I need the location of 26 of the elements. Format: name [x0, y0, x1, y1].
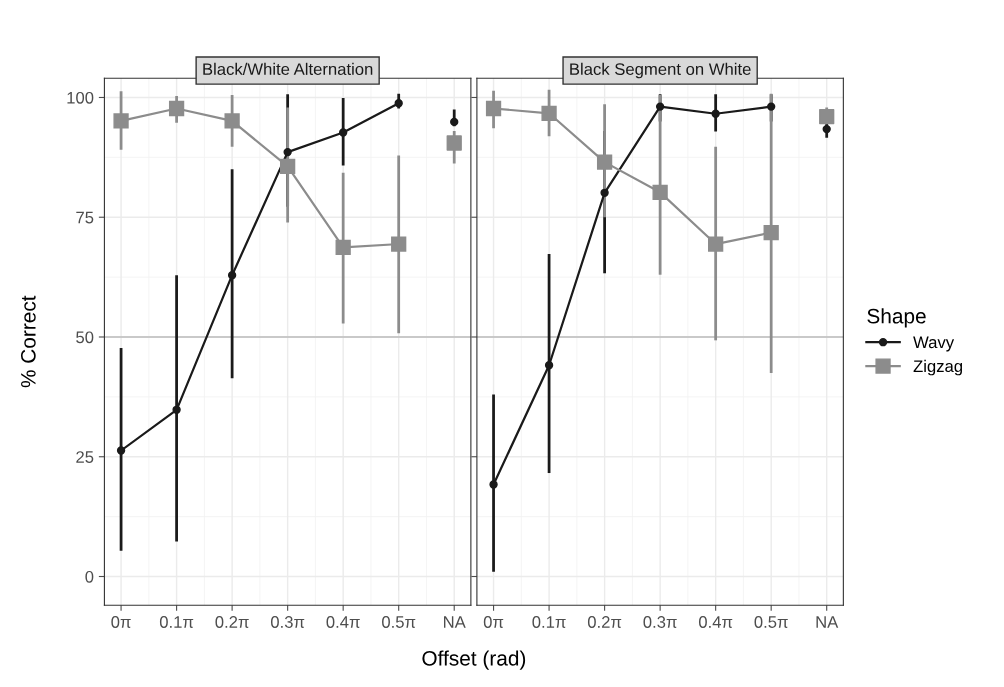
y-tick-label: 25 [76, 451, 94, 463]
chart-title: Black/White Alternation [203, 62, 373, 76]
legend-title: Shape [867, 308, 926, 328]
x-axis-title: Offset (rad) [422, 650, 526, 670]
x-tick-label: 0.3π [643, 616, 677, 628]
y-tick-label: 50 [76, 331, 94, 344]
x-tick-label: 0.4π [326, 616, 360, 628]
y-tick-label: 0 [85, 570, 94, 583]
x-tick-label: 0π [111, 616, 131, 628]
x-tick-label: 0.2π [587, 616, 622, 628]
x-tick-label: 0π [483, 616, 504, 628]
x-tick-label: 0.3π [270, 616, 305, 628]
x-tick-label: 0.5π [754, 616, 788, 628]
x-tick-label: NA [816, 616, 839, 628]
x-tick-label: 0.2π [215, 616, 249, 628]
y-tick-label: 75 [76, 211, 94, 224]
x-tick-label: 0.5π [382, 616, 416, 628]
x-tick-label: 0.4π [698, 616, 733, 628]
y-axis-title: % Correct [20, 295, 36, 388]
x-tick-label: 0.1π [159, 616, 194, 628]
chart-title: Black Segment on White [570, 62, 751, 79]
y-tick-label: 100 [67, 91, 94, 104]
legend-label: Zigzag [913, 359, 963, 376]
legend-label: Wavy [913, 336, 955, 352]
x-tick-label: NA [444, 616, 466, 628]
x-tick-label: 0.1π [532, 616, 566, 628]
